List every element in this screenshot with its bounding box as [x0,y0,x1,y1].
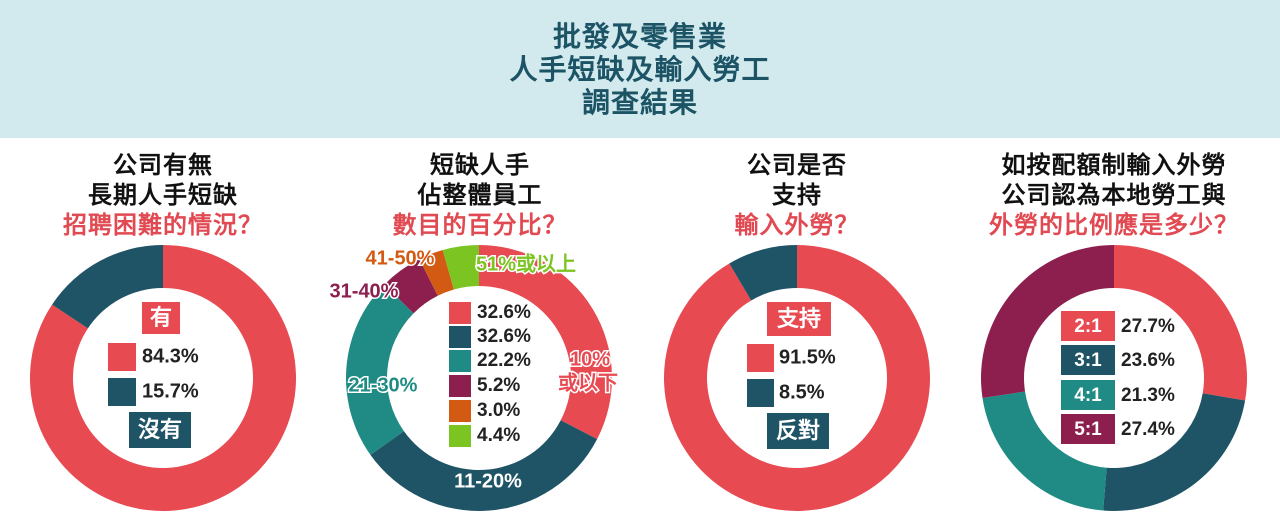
legend-value-5: 3.0% [477,400,520,421]
slice-51%或以上 [442,245,479,290]
panel-2-title-line-1: 短缺人手 [430,151,530,179]
header-title-line-1: 批發及零售業 [552,19,727,53]
slice-label-4: 31-40% [330,280,399,302]
donut-chart-3: 支持 91.5% 8.5% 反對 [664,245,930,512]
legend-box-5:1 [1061,414,1115,444]
slice-label-6: 51%或以上 [476,251,576,275]
legend-header-yes: 有 [150,305,172,330]
legend-header-oppose: 反對 [776,418,820,443]
panel-3-title: 公司是否 支持 輸入外勞？ [637,150,957,240]
donut-chart-2: 32.6% 32.6% 22.2% 5.2% 3.0% 4.4% 10%或以下 11-20% 2… [328,245,620,511]
legend-value-yes: 84.3% [142,345,199,367]
panel-1-title-line-1: 公司有無 [113,151,213,179]
legend-value-1: 32.6% [477,302,531,323]
legend-swatch-no [108,378,136,406]
donut-chart-4: 2:1 27.7% 3:1 23.6% 4:1 21.3% 5:1 27.4% [981,245,1247,511]
panel-3-title-line-2: 支持 [772,181,822,209]
slice-4:1 [982,391,1107,511]
legend-swatch-yes [108,343,136,371]
panel-3-title-line-3: 輸入外勞？ [734,211,860,239]
legend-header-bg-no [129,412,191,448]
legend-box-2:1 [1061,311,1115,341]
legend-box-3:1 [1061,345,1115,375]
slice-5:1 [981,245,1114,398]
panel-3-title-line-1: 公司是否 [747,151,847,179]
slice-label-1a: 10% [570,348,610,370]
legend-value-4: 5.2% [477,375,520,396]
slice-反對 [729,245,797,301]
panel-2-title: 短缺人手 佔整體員工 數目的百分比？ [320,150,640,240]
legend-value-2: 32.6% [477,326,531,347]
panel-4-title-line-3: 外勞的比例應是多少？ [989,211,1239,239]
legend-ratio-2: 3:1 [1074,350,1102,371]
donut-chart-1: 有 84.3% 15.7% 沒有 [30,245,297,511]
legend-box-4:1 [1061,380,1115,410]
legend-swatch-1 [449,302,471,324]
slice-2:1 [1114,245,1247,401]
slice-沒有 [52,245,164,329]
legend-header-support: 支持 [777,306,821,331]
legend-value-3: 21.3% [1121,385,1175,406]
legend-value-no: 15.7% [142,380,199,402]
legend-value-1: 27.7% [1121,316,1175,337]
panel-4-title-line-1: 如按配額制輸入外勞 [1001,151,1227,179]
legend-value-6: 4.4% [477,425,520,446]
header-title-line-3: 調查結果 [581,85,698,119]
legend-swatch-support [747,344,774,372]
legend-value-4: 27.4% [1121,419,1175,440]
legend-swatch-6 [449,425,471,447]
slice-21-30% [346,284,414,455]
panel-2-title-line-3: 數目的百分比？ [392,211,568,239]
legend-swatch-2 [449,326,471,348]
legend-ratio-4: 5:1 [1074,419,1102,440]
slice-有 [30,245,297,511]
panel-1-title-line-2: 長期人手短缺 [88,181,238,209]
slice-3:1 [1103,393,1246,511]
header-title-line-2: 人手短缺及輸入勞工 [509,52,771,86]
slice-label-1b: 或以下 [558,370,618,394]
panel-1-title: 公司有無 長期人手短缺 招聘困難的情況？ [3,150,323,240]
legend-ratio-1: 2:1 [1074,316,1102,337]
slice-支持 [664,245,930,512]
legend-swatch-3 [449,350,471,372]
header-banner: 批發及零售業 人手短缺及輸入勞工 調查結果 [0,0,1280,138]
legend-swatch-5 [449,400,471,422]
legend-header-bg-support [767,302,831,336]
slice-label-5: 41-50% [366,247,435,269]
slice-label-2: 11-20% [454,470,522,492]
panel-4-title: 如按配額制輸入外勞 公司認為本地勞工與 外勞的比例應是多少？ [954,150,1274,240]
legend-value-3: 22.2% [477,350,531,371]
legend-value-support: 91.5% [779,346,836,368]
panel-1-title-line-3: 招聘困難的情況？ [63,211,263,239]
slice-41-50% [419,250,454,296]
legend-header-bg-yes [142,302,180,334]
panel-2-title-line-2: 佔整體員工 [417,181,543,209]
panel-4-title-line-2: 公司認為本地勞工與 [1001,181,1227,209]
slice-10%或以下 [479,245,612,440]
legend-header-no: 沒有 [138,417,182,442]
slice-label-3: 21-30% [349,374,418,396]
legend-header-bg-oppose [767,413,829,449]
legend-value-oppose: 8.5% [779,381,825,403]
legend-value-2: 23.6% [1121,350,1175,371]
slice-31-40% [384,259,438,314]
legend-swatch-4 [449,375,471,397]
legend-ratio-3: 4:1 [1074,385,1102,406]
legend-swatch-oppose [747,379,774,407]
slice-11-20% [370,420,598,511]
